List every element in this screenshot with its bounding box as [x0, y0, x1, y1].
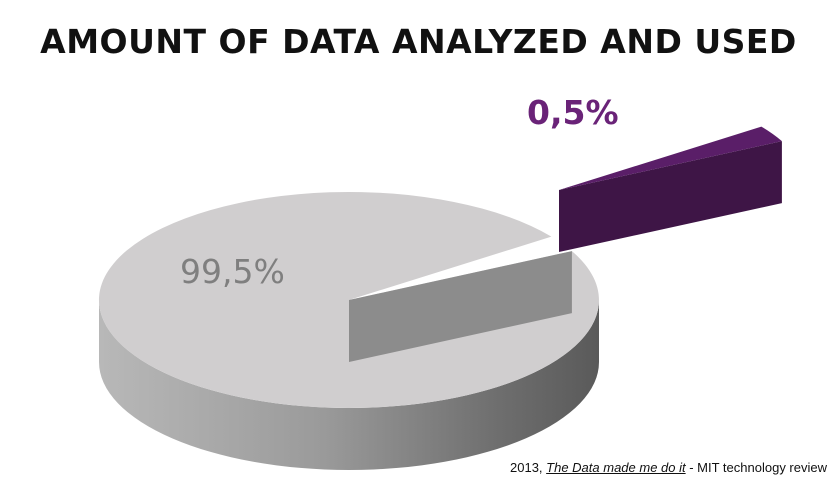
source-publication-link[interactable]: The Data made me do it	[546, 460, 686, 475]
source-suffix: - MIT technology review	[685, 460, 827, 475]
source-year: 2013,	[510, 460, 547, 475]
data-label-main: 99,5%	[180, 252, 285, 291]
pie-slice-small-side	[559, 141, 782, 252]
chart-title: AMOUNT OF DATA ANALYZED AND USED	[40, 22, 797, 61]
pie-slice-main-cut-face	[349, 251, 572, 362]
source-citation: 2013, The Data made me do it - MIT techn…	[510, 460, 827, 475]
data-label-small: 0,5%	[527, 93, 619, 132]
pie-slice-main-side	[99, 300, 599, 470]
pie-slice-small	[559, 126, 782, 190]
pie-slice-main	[98, 191, 599, 408]
